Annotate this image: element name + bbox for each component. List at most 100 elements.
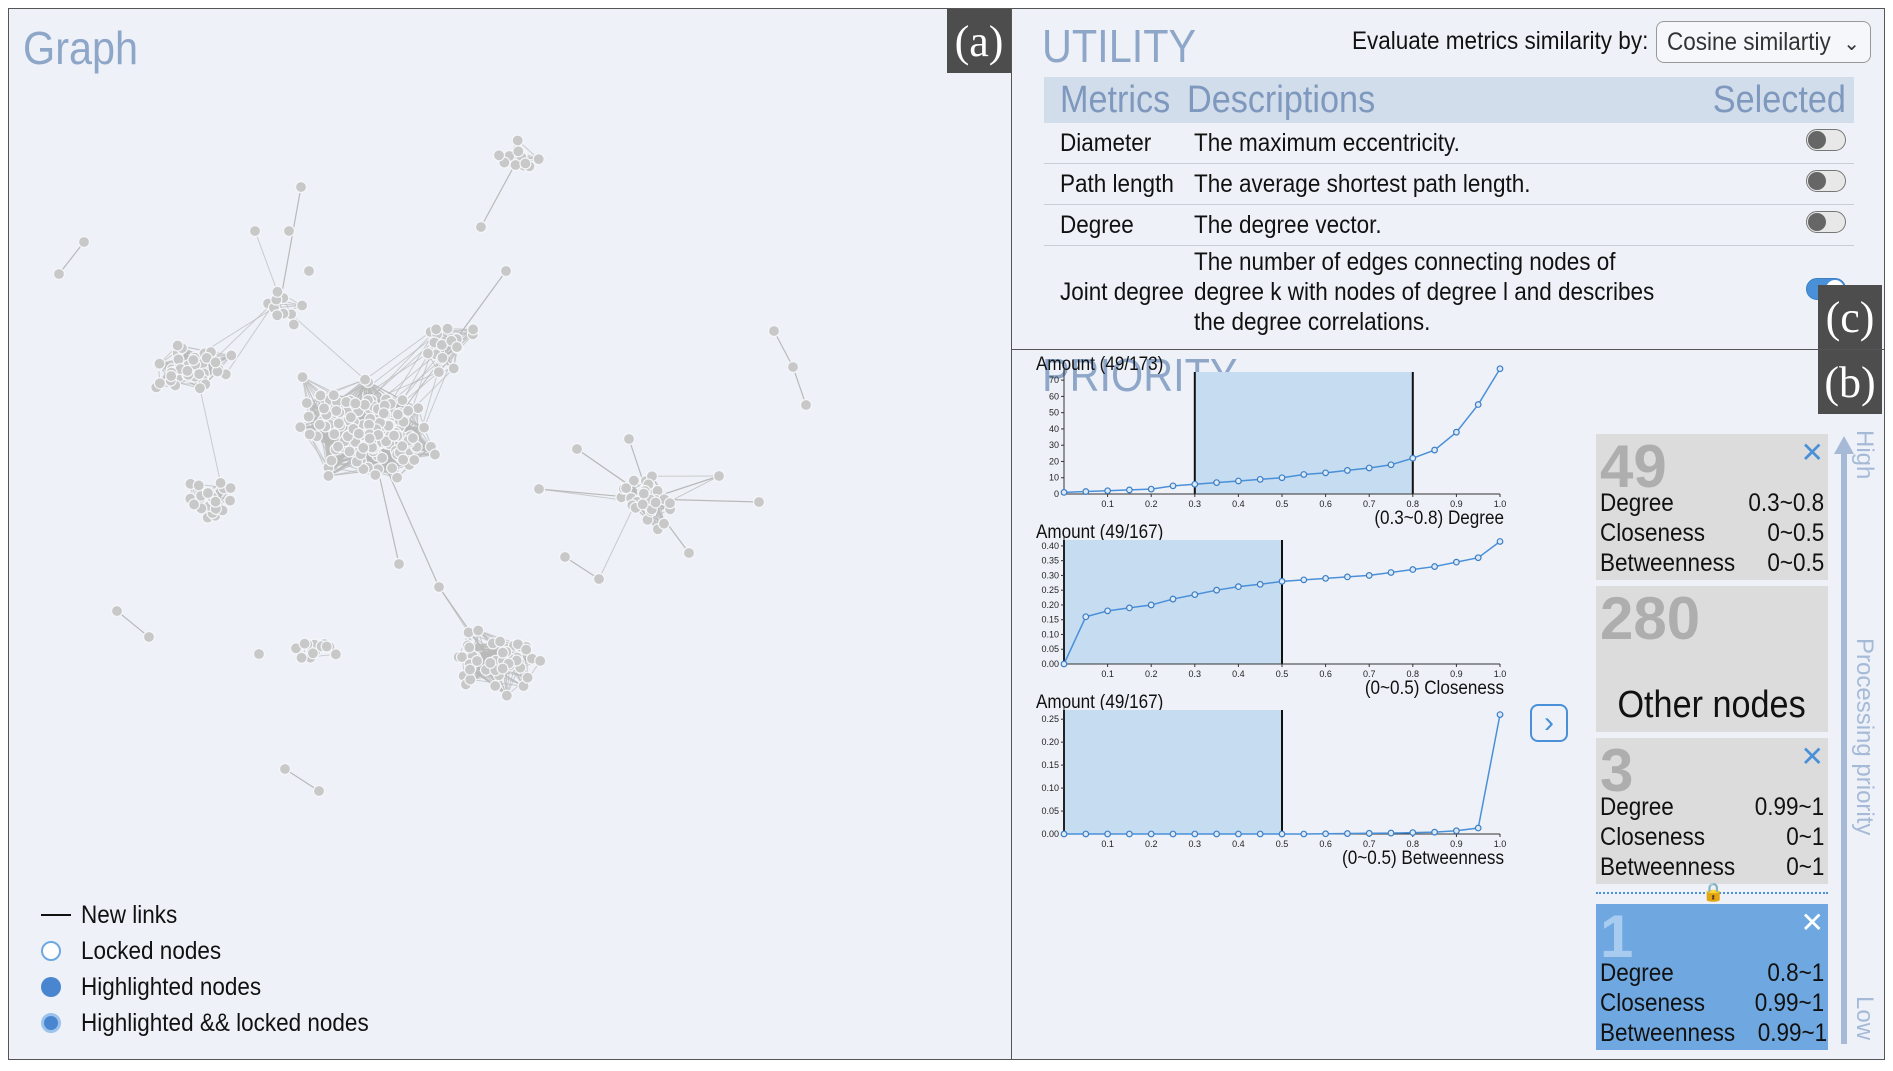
selected-toggle[interactable] xyxy=(1806,128,1846,151)
graph-node[interactable] xyxy=(181,364,194,377)
graph-node[interactable] xyxy=(171,339,184,352)
graph-node[interactable] xyxy=(627,474,640,487)
graph-node[interactable] xyxy=(406,431,420,445)
data-point[interactable] xyxy=(1169,595,1177,603)
graph-node[interactable] xyxy=(470,654,484,668)
graph-node[interactable] xyxy=(278,762,292,776)
graph-node[interactable] xyxy=(467,323,480,336)
data-point[interactable] xyxy=(1322,574,1330,582)
data-point[interactable] xyxy=(1082,613,1090,621)
graph-node[interactable] xyxy=(331,440,345,453)
data-point[interactable] xyxy=(1060,830,1068,838)
graph-node[interactable] xyxy=(496,662,509,675)
priority-group-card[interactable]: 49 ✕ Degree 0.3~0.8 Closeness 0~0.5 Betwee… xyxy=(1596,433,1828,580)
graph-node[interactable] xyxy=(532,482,546,496)
graph-node[interactable] xyxy=(520,643,533,656)
graph-node[interactable] xyxy=(441,322,454,335)
graph-node[interactable] xyxy=(432,580,446,594)
graph-node[interactable] xyxy=(417,421,431,434)
graph-node[interactable] xyxy=(474,220,488,234)
graph-node[interactable] xyxy=(294,180,308,194)
graph-node[interactable] xyxy=(320,640,333,653)
graph-node[interactable] xyxy=(472,624,485,637)
data-point[interactable] xyxy=(1496,538,1504,545)
graph-node[interactable] xyxy=(328,427,341,441)
data-point[interactable] xyxy=(1256,580,1264,588)
data-point[interactable] xyxy=(1213,830,1221,838)
data-point[interactable] xyxy=(1278,474,1286,482)
data-point[interactable] xyxy=(1300,576,1308,584)
data-point[interactable] xyxy=(1147,830,1155,838)
data-point[interactable] xyxy=(1387,569,1395,576)
priority-group-other[interactable]: 280 Other nodes xyxy=(1596,585,1828,732)
selected-toggle[interactable] xyxy=(1806,210,1846,233)
graph-node[interactable] xyxy=(214,476,227,489)
graph-node[interactable] xyxy=(248,224,262,238)
graph-node[interactable] xyxy=(387,429,401,442)
graph-node[interactable] xyxy=(519,157,532,170)
data-point[interactable] xyxy=(1431,446,1439,454)
data-point[interactable] xyxy=(1278,577,1286,585)
graph-node[interactable] xyxy=(620,482,633,495)
graph-node[interactable] xyxy=(317,402,331,415)
graph-node[interactable] xyxy=(511,134,524,147)
graph-node[interactable] xyxy=(534,654,547,667)
data-point[interactable] xyxy=(1365,464,1373,472)
graph-node[interactable] xyxy=(570,442,584,456)
data-point[interactable] xyxy=(1256,830,1264,838)
graph-node[interactable] xyxy=(77,235,91,249)
graph-node[interactable] xyxy=(377,407,390,420)
data-point[interactable] xyxy=(1234,583,1242,591)
data-point[interactable] xyxy=(1213,479,1221,487)
graph-node[interactable] xyxy=(637,487,650,500)
graph-node[interactable] xyxy=(357,441,370,454)
graph-node[interactable] xyxy=(209,495,222,508)
graph-node[interactable] xyxy=(500,689,513,702)
graph-node[interactable] xyxy=(287,318,300,331)
graph-node[interactable] xyxy=(193,382,207,395)
graph-node[interactable] xyxy=(376,451,389,465)
graph-node[interactable] xyxy=(313,418,326,431)
data-point[interactable] xyxy=(1256,475,1264,483)
graph-node[interactable] xyxy=(110,604,124,618)
data-point[interactable] xyxy=(1322,830,1330,838)
data-point[interactable] xyxy=(1474,554,1482,562)
data-point[interactable] xyxy=(1344,573,1351,581)
graph-node[interactable] xyxy=(187,353,200,367)
graph-node[interactable] xyxy=(492,149,506,162)
selection-range[interactable] xyxy=(1064,710,1282,834)
graph-node[interactable] xyxy=(712,469,726,483)
data-point[interactable] xyxy=(1060,660,1068,668)
graph-node[interactable] xyxy=(343,445,356,458)
data-point[interactable] xyxy=(1191,830,1199,838)
close-icon[interactable]: ✕ xyxy=(1800,437,1824,468)
graph-node[interactable] xyxy=(282,224,296,238)
data-point[interactable] xyxy=(1474,401,1482,408)
graph-node[interactable] xyxy=(396,394,409,407)
data-point[interactable] xyxy=(1387,461,1395,469)
graph-node[interactable] xyxy=(397,453,410,466)
graph-node[interactable] xyxy=(521,671,534,684)
data-point[interactable] xyxy=(1387,829,1395,837)
graph-node[interactable] xyxy=(496,646,509,659)
graph-node[interactable] xyxy=(450,340,464,354)
graph-node[interactable] xyxy=(296,371,309,384)
graph-node[interactable] xyxy=(499,264,513,278)
graph-node[interactable] xyxy=(296,299,309,312)
graph-node[interactable] xyxy=(294,421,307,434)
close-icon[interactable]: ✕ xyxy=(1800,907,1824,938)
graph-node[interactable] xyxy=(192,479,205,492)
data-point[interactable] xyxy=(1453,428,1460,436)
graph-node[interactable] xyxy=(187,498,201,511)
data-point[interactable] xyxy=(1082,488,1090,495)
chart-2[interactable]: Amount (49/167) 0.00 0.05 0.10 0.15 0.20 0.25 0… xyxy=(1036,691,1506,868)
data-point[interactable] xyxy=(1169,482,1177,490)
graph-node[interactable] xyxy=(663,497,677,510)
data-point[interactable] xyxy=(1344,467,1351,474)
graph-node[interactable] xyxy=(352,427,365,440)
graph-node[interactable] xyxy=(357,463,370,476)
graph-node[interactable] xyxy=(329,648,342,661)
data-point[interactable] xyxy=(1409,454,1417,462)
graph-node[interactable] xyxy=(302,264,316,278)
graph-node[interactable] xyxy=(153,357,166,370)
